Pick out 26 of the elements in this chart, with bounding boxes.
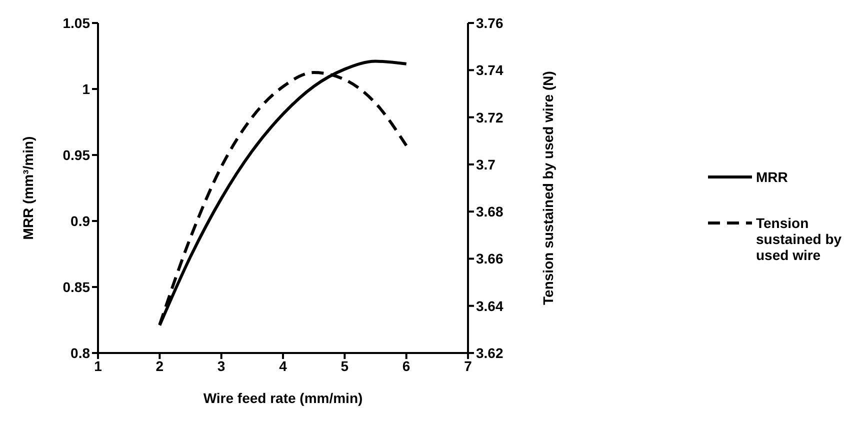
- y-tick-label: 0.85: [62, 278, 90, 295]
- x-tick-label: 7: [464, 358, 472, 374]
- y2-tick-label: 3.72: [476, 109, 504, 126]
- y-tick-label: 0.8: [70, 344, 90, 361]
- legend-label: MRR: [756, 168, 788, 184]
- y2-tick-label: 3.7: [476, 156, 496, 172]
- y2-tick-label: 3.62: [476, 344, 504, 361]
- x-axis-title: Wire feed rate (mm/min): [203, 390, 363, 406]
- x-tick-label: 4: [279, 358, 288, 374]
- y2-axis-title: Tension sustained by used wire (N): [540, 71, 556, 305]
- y2-tick-label: 3.64: [476, 298, 504, 314]
- y2-tick-label: 3.66: [476, 250, 504, 267]
- y-tick-label: 0.9: [70, 212, 90, 229]
- y-tick-label: 1.05: [62, 14, 90, 31]
- x-tick-label: 2: [156, 358, 164, 374]
- x-tick-label: 1: [94, 358, 102, 374]
- x-tick-label: 6: [402, 358, 410, 374]
- x-tick-label: 5: [340, 358, 349, 374]
- y-tick-label: 1: [82, 80, 90, 97]
- legend-label: Tension sustained by used wire: [756, 214, 843, 262]
- y-axis-title: MRR (mm³/min): [20, 136, 36, 240]
- x-tick-label: 3: [217, 358, 226, 374]
- y2-tick-label: 3.68: [476, 204, 504, 220]
- y2-tick-label: 3.74: [476, 62, 504, 78]
- y2-tick-label: 3.76: [476, 14, 504, 31]
- y-tick-label: 0.95: [62, 146, 90, 163]
